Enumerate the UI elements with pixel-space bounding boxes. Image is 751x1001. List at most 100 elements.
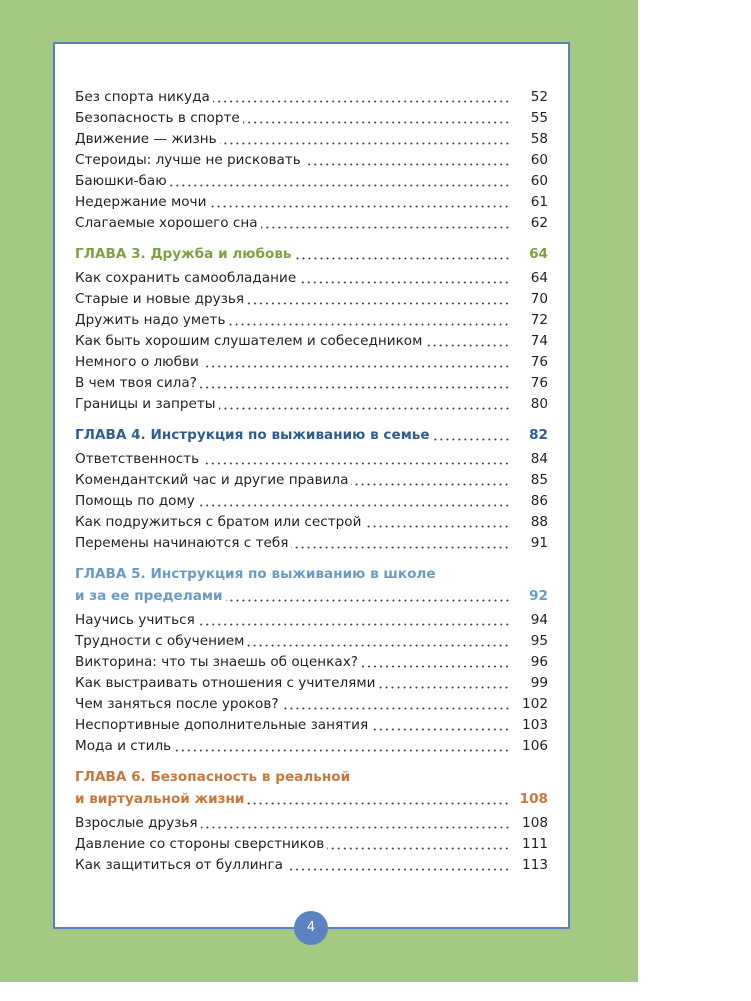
dot-leader	[432, 438, 510, 441]
entry-page: 102	[522, 696, 548, 712]
toc-entry: и за ее пределами 92	[75, 585, 548, 607]
dot-leader	[294, 257, 510, 260]
entry-page: 64	[530, 270, 548, 286]
entry-page: 82	[529, 427, 548, 443]
entry-title: Границы и запреты	[75, 396, 216, 412]
entry-title: Неспортивные дополнительные занятия	[75, 717, 369, 733]
dot-leader	[209, 205, 510, 208]
entry-title: Викторина: что ты знаешь об оценках?	[75, 654, 358, 670]
dot-leader	[200, 826, 510, 829]
chapter-heading: ГЛАВА 3. Дружба и любовь 64	[75, 243, 548, 265]
toc-entry: Как сохранить самообладание 64	[75, 268, 548, 289]
entry-title: Чем заняться после уроков?	[75, 696, 279, 712]
toc-entry: Немного о любви 76	[75, 352, 548, 373]
entry-page: 84	[530, 451, 548, 467]
dot-leader	[364, 525, 510, 528]
entry-page: 91	[530, 535, 548, 551]
toc-entry: Перемены начинаются с тебя 91	[75, 533, 548, 554]
toc-entry: Как подружиться с братом или сестрой 88	[75, 512, 548, 533]
entry-title: Старые и новые друзья	[75, 291, 245, 307]
toc-entry: ГЛАВА 3. Дружба и любовь 64	[75, 243, 548, 265]
page-number-badge: 4	[294, 911, 328, 945]
entry-page: 111	[522, 836, 548, 852]
dot-leader	[378, 686, 510, 689]
entry-title: Как подружиться с братом или сестрой	[75, 514, 362, 530]
entry-page: 108	[522, 815, 548, 831]
entry-page: 61	[530, 194, 548, 210]
entry-title: Как быть хорошим слушателем и собеседник…	[75, 333, 423, 349]
entry-page: 106	[522, 738, 548, 754]
entry-title: Немного о любви	[75, 354, 199, 370]
toc-entry: ГЛАВА 5. Инструкция по выживанию в школе	[75, 563, 548, 585]
entry-title: Помощь по дому	[75, 493, 195, 509]
dot-leader	[174, 749, 510, 752]
toc-entry: Дружить надо уметь 72	[75, 310, 548, 331]
toc-entry: Стероиды: лучше не рисковать 60	[75, 150, 548, 171]
entry-title: ГЛАВА 5. Инструкция по выживанию в школе	[75, 566, 436, 582]
dot-leader	[327, 847, 510, 850]
toc-entry: Недержание мочи 61	[75, 192, 548, 213]
dot-leader	[169, 184, 510, 187]
toc-entry: Чем заняться после уроков? 102	[75, 694, 548, 715]
dot-leader	[371, 728, 510, 731]
chapter-heading: ГЛАВА 6. Безопасность в реальной и виртуа…	[75, 766, 548, 810]
toc-entry: Как быть хорошим слушателем и собеседник…	[75, 331, 548, 352]
entry-title: Перемены начинаются с тебя	[75, 535, 289, 551]
toc-frame: Без спорта никуда 52 Безопасность в спорте…	[53, 42, 570, 929]
toc-entry: Мода и стиль 106	[75, 736, 548, 757]
entry-title: ГЛАВА 4. Инструкция по выживанию в семье	[75, 427, 430, 443]
entry-page: 76	[530, 354, 548, 370]
dot-leader	[291, 546, 510, 549]
entry-title: ГЛАВА 3. Дружба и любовь	[75, 246, 292, 262]
toc-entry: Границы и запреты 80	[75, 394, 548, 415]
toc-entry: ГЛАВА 6. Безопасность в реальной	[75, 766, 548, 788]
entry-page: 72	[530, 312, 548, 328]
entry-title: Движение — жизнь	[75, 131, 217, 147]
entry-page: 92	[529, 588, 548, 604]
dot-leader	[228, 323, 510, 326]
entry-title: Баюшки-баю	[75, 173, 167, 189]
toc-entry: Трудности с обучением 95	[75, 631, 548, 652]
entry-page: 95	[530, 633, 548, 649]
dot-leader	[197, 623, 510, 626]
entry-page: 55	[530, 110, 548, 126]
entry-page: 62	[530, 215, 548, 231]
entry-title: Взрослые друзья	[75, 815, 198, 831]
dot-leader	[285, 868, 510, 871]
entry-title: Недержание мочи	[75, 194, 207, 210]
dot-leader	[219, 142, 510, 145]
dot-leader	[218, 407, 510, 410]
table-of-contents: Без спорта никуда 52 Безопасность в спорте…	[75, 87, 548, 876]
entry-title: В чем твоя сила?	[75, 375, 197, 391]
entry-title: Слагаемые хорошего сна	[75, 215, 258, 231]
entry-page: 74	[530, 333, 548, 349]
toc-entry: Взрослые друзья 108	[75, 813, 548, 834]
entry-title: Давление со стороны сверстников	[75, 836, 325, 852]
dot-leader	[425, 344, 510, 347]
entry-page: 85	[530, 472, 548, 488]
dot-leader	[212, 100, 510, 103]
dot-leader	[303, 163, 510, 166]
dot-leader	[260, 226, 510, 229]
entry-page: 60	[530, 152, 548, 168]
entry-page: 103	[522, 717, 548, 733]
entry-title: Без спорта никуда	[75, 89, 210, 105]
dot-leader	[247, 302, 510, 305]
toc-entry: Как выстраивать отношения с учителями 99	[75, 673, 548, 694]
toc-entry: Комендантский час и другие правила 85	[75, 470, 548, 491]
entry-page: 60	[530, 173, 548, 189]
entry-title: Дружить надо уметь	[75, 312, 226, 328]
toc-entry: Помощь по дому 86	[75, 491, 548, 512]
dot-leader	[199, 386, 510, 389]
dot-leader	[247, 644, 510, 647]
toc-entry: Без спорта никуда 52	[75, 87, 548, 108]
entry-page: 64	[529, 246, 548, 262]
entry-title: Мода и стиль	[75, 738, 172, 754]
toc-entry: Викторина: что ты знаешь об оценках? 96	[75, 652, 548, 673]
entry-title: и за ее пределами	[75, 588, 223, 604]
entry-title: Стероиды: лучше не рисковать	[75, 152, 301, 168]
entry-page: 88	[530, 514, 548, 530]
entry-title: Ответственность	[75, 451, 200, 467]
toc-entry: и виртуальной жизни 108	[75, 788, 548, 810]
chapter-heading: ГЛАВА 4. Инструкция по выживанию в семье…	[75, 424, 548, 446]
